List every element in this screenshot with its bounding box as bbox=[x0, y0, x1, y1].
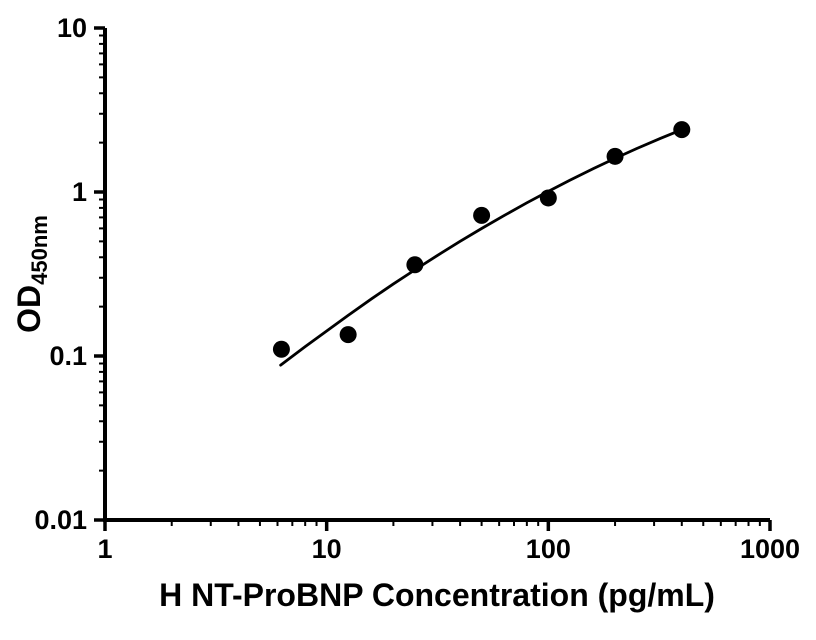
axis-frame bbox=[103, 28, 770, 522]
y-axis-title-main: OD bbox=[11, 285, 47, 333]
y-tick-label: 0.01 bbox=[34, 505, 87, 535]
data-point bbox=[406, 256, 424, 274]
x-tick-label: 10 bbox=[312, 534, 342, 564]
data-point bbox=[539, 189, 557, 207]
y-tick-label: 1 bbox=[72, 177, 87, 207]
fit-curve-line bbox=[279, 128, 684, 367]
x-tick-label: 1000 bbox=[740, 534, 800, 564]
x-tick-label: 100 bbox=[526, 534, 571, 564]
x-tick-label: 1 bbox=[97, 534, 112, 564]
data-point bbox=[272, 340, 290, 358]
plot-area: 1 10 100 1000 0.01 0.1 1 10 bbox=[34, 13, 800, 564]
data-point bbox=[473, 206, 491, 224]
y-axis-title-sub: 450nm bbox=[27, 215, 52, 285]
y-tick-label: 10 bbox=[57, 13, 87, 43]
data-point bbox=[339, 326, 357, 344]
x-axis-title: H NT-ProBNP Concentration (pg/mL) bbox=[159, 577, 715, 613]
data-point bbox=[606, 147, 624, 165]
y-tick-label: 0.1 bbox=[49, 341, 87, 371]
y-axis-title: OD450nm bbox=[11, 215, 52, 333]
data-point bbox=[673, 121, 691, 139]
